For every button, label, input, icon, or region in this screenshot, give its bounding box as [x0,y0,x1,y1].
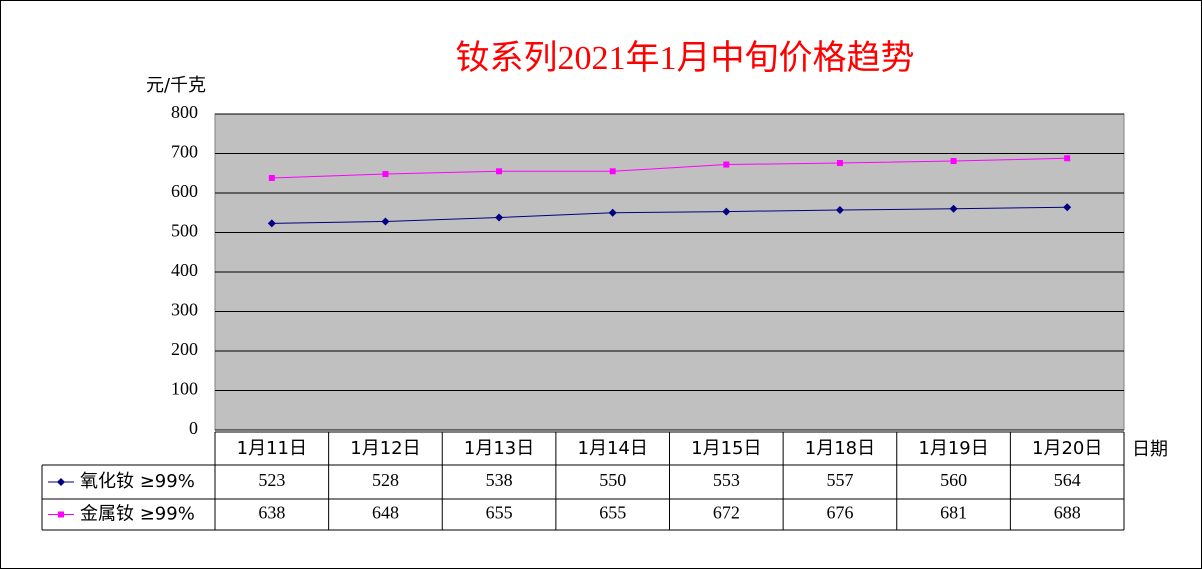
y-tick-label: 800 [171,102,198,122]
table-value: 638 [258,503,285,523]
y-tick-label: 400 [171,260,198,280]
marker [949,204,958,213]
marker [608,208,617,217]
x-tick-label: 1月13日 [464,438,534,459]
y-tick-label: 700 [171,142,198,162]
chart-title: 钕系列2021年1月中旬价格趋势 [456,39,915,77]
y-tick-label: 600 [171,181,198,201]
marker [722,207,731,216]
marker [723,161,730,168]
x-tick-label: 1月12日 [350,438,420,459]
table-value: 550 [599,470,626,490]
table-value: 655 [599,503,626,523]
table-value: 528 [372,470,399,490]
marker [268,174,275,181]
y-tick-label: 500 [171,221,198,241]
table-value: 648 [372,503,399,523]
x-tick-label: 1月11日 [237,438,307,459]
series-line [271,157,1068,179]
marker [1064,155,1071,162]
marker [1063,203,1072,212]
x-axis-label: 日期 [1132,439,1168,460]
marker [609,168,616,175]
table-value: 553 [713,470,740,490]
table-value: 681 [940,503,967,523]
marker [495,213,504,222]
marker [267,219,276,228]
table-value: 655 [486,503,513,523]
marker [382,171,389,178]
x-tick-label: 1月18日 [805,438,875,459]
y-axis-label: 元/千克 [146,75,206,96]
series-line [271,206,1068,224]
x-tick-label: 1月14日 [578,438,648,459]
table-value: 672 [713,503,740,523]
marker [496,168,503,175]
legend-label: 金属钕 ≥99% [80,504,195,525]
x-tick-label: 1月15日 [691,438,761,459]
legend-label: 氧化钕 ≥99% [80,471,195,492]
y-tick-label: 200 [171,339,198,359]
table-value: 538 [486,470,513,490]
marker [58,511,64,518]
table-value: 560 [940,470,967,490]
table-value: 676 [826,503,853,523]
marker [836,159,843,166]
marker [835,205,844,214]
x-tick-label: 1月20日 [1032,438,1102,459]
table-value: 564 [1054,470,1081,490]
y-tick-label: 300 [171,300,198,320]
table-value: 523 [258,470,285,490]
table-value: 688 [1054,503,1081,523]
marker [57,478,65,486]
table-value: 557 [826,470,853,490]
marker [950,158,957,165]
marker [381,217,390,226]
x-tick-label: 1月19日 [918,438,988,459]
y-tick-label: 100 [171,379,198,399]
y-tick-label: 0 [189,418,198,438]
